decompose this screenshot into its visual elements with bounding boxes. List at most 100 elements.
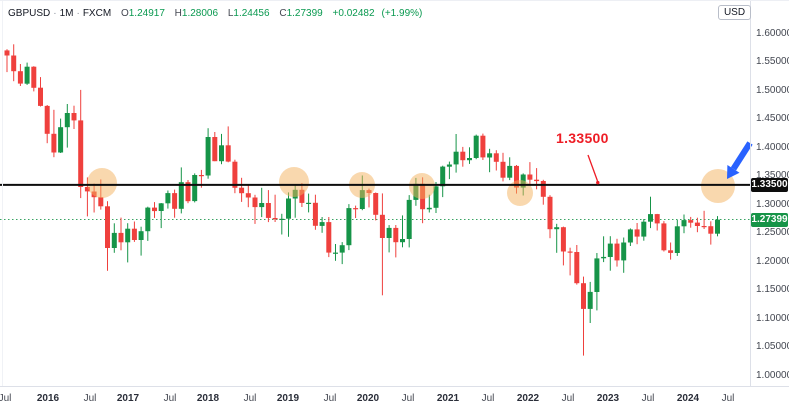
- candle-body: [319, 222, 325, 226]
- price-tick-label: 1.50000: [756, 84, 789, 96]
- candle-wick: [93, 183, 95, 213]
- candle-body: [252, 197, 258, 208]
- candle-body: [198, 175, 204, 177]
- candle-body: [84, 187, 90, 192]
- candle-body: [44, 105, 50, 134]
- candle-body: [661, 223, 667, 251]
- highlight-circle[interactable]: [409, 173, 435, 199]
- candle-body: [225, 145, 231, 162]
- highlight-circle[interactable]: [507, 180, 533, 206]
- candle-body: [353, 208, 359, 210]
- candle-body: [125, 228, 131, 243]
- candle-wick: [6, 49, 8, 73]
- candle-body: [71, 113, 77, 121]
- candle-body: [715, 219, 720, 234]
- candle-body: [51, 133, 57, 153]
- candle-body: [118, 232, 124, 243]
- candle-body: [674, 226, 680, 253]
- candle-body: [507, 165, 513, 178]
- candle-body: [534, 179, 540, 182]
- price-tick-label: 1.30000: [756, 198, 789, 210]
- open-value: 1.24917: [128, 8, 165, 19]
- low-value: 1.24456: [233, 8, 270, 19]
- price-axis[interactable]: 1.60000 1.55000 1.50000 1.45000 1.40000 1.350…: [751, 1, 789, 386]
- candle-body: [326, 222, 332, 253]
- level-annotation-text[interactable]: 1.33500: [556, 130, 609, 146]
- arrow-head[interactable]: [727, 165, 740, 179]
- candle-body: [192, 175, 198, 202]
- time-label-year: 2023: [596, 393, 620, 404]
- open-label: O: [120, 8, 129, 19]
- candle-body: [165, 193, 171, 204]
- candle-wick: [254, 194, 256, 224]
- candle-body: [627, 229, 633, 243]
- price-tick-label: 1.45000: [756, 113, 789, 125]
- time-label-month: Jul: [163, 393, 177, 404]
- candle-body: [654, 214, 660, 224]
- candle-body: [158, 203, 164, 211]
- candle-body: [31, 66, 37, 88]
- candle-body: [38, 87, 43, 106]
- candle-body: [634, 229, 640, 237]
- candle-body: [440, 166, 446, 187]
- candle-body: [400, 239, 405, 243]
- time-label-month: Jul: [83, 393, 97, 404]
- legend-separator: ·: [76, 8, 80, 19]
- candle-wick: [703, 210, 705, 229]
- candle-body: [259, 203, 265, 208]
- candle-body: [239, 187, 245, 194]
- candle-wick: [529, 162, 531, 185]
- highlight-circle[interactable]: [87, 168, 117, 198]
- candle-wick: [650, 196, 651, 229]
- candle-body: [473, 135, 479, 158]
- candle-body: [500, 161, 506, 178]
- legend-separator: ·: [53, 8, 57, 19]
- candle-body: [621, 242, 627, 261]
- price-tick-label: 1.35000: [756, 170, 789, 182]
- candle-wick: [428, 194, 430, 213]
- price-tick-label: 1.25000: [756, 227, 789, 239]
- highlight-circle[interactable]: [279, 167, 309, 197]
- candle-wick: [556, 223, 558, 253]
- price-tick-label: 1.10000: [756, 312, 789, 324]
- candle-body: [272, 218, 278, 220]
- candle-wick: [448, 161, 450, 180]
- candle-body: [212, 137, 218, 162]
- low-label: L: [227, 8, 234, 19]
- candle-body: [554, 227, 560, 230]
- candle-body: [386, 227, 392, 238]
- price-axis-separator: [750, 1, 751, 386]
- candle-wick: [127, 223, 129, 263]
- exchange-name[interactable]: FXCM: [82, 8, 112, 19]
- time-axis[interactable]: Jul 2016 Jul 2017 Jul 2018 Jul 2019 Jul 2020 Jul 20…: [0, 387, 789, 410]
- candle-body: [245, 193, 251, 198]
- candle-wick: [536, 168, 538, 190]
- symbol-name[interactable]: GBPUSD: [8, 8, 51, 19]
- candle-wick: [469, 147, 470, 164]
- highlight-circle[interactable]: [701, 169, 735, 203]
- level-price-axis-label: 1.33500: [751, 177, 788, 192]
- time-label-year: 2018: [196, 393, 220, 404]
- currency-toggle-button[interactable]: USD: [718, 5, 751, 20]
- candle-body: [460, 151, 466, 161]
- time-label-month: Jul: [561, 393, 575, 404]
- candle-body: [688, 220, 694, 223]
- candle-body: [641, 221, 647, 237]
- arrow-shaft[interactable]: [730, 141, 753, 171]
- candle-wick: [227, 126, 229, 163]
- annotation-pointer-dot: [596, 180, 600, 185]
- candle-body: [24, 66, 30, 84]
- time-label-month: Jul: [481, 393, 495, 404]
- candle-body: [17, 71, 23, 84]
- price-tick-label: 1.60000: [756, 28, 789, 39]
- timeframe-label[interactable]: 1M: [59, 8, 74, 19]
- candle-body: [152, 207, 157, 212]
- candle-body: [64, 113, 70, 128]
- candle-body: [601, 256, 607, 259]
- candle-wick: [274, 194, 276, 222]
- price-tick-label: 1.00000: [756, 369, 789, 381]
- time-label-year: 2021: [436, 393, 460, 404]
- candle-wick: [140, 226, 142, 256]
